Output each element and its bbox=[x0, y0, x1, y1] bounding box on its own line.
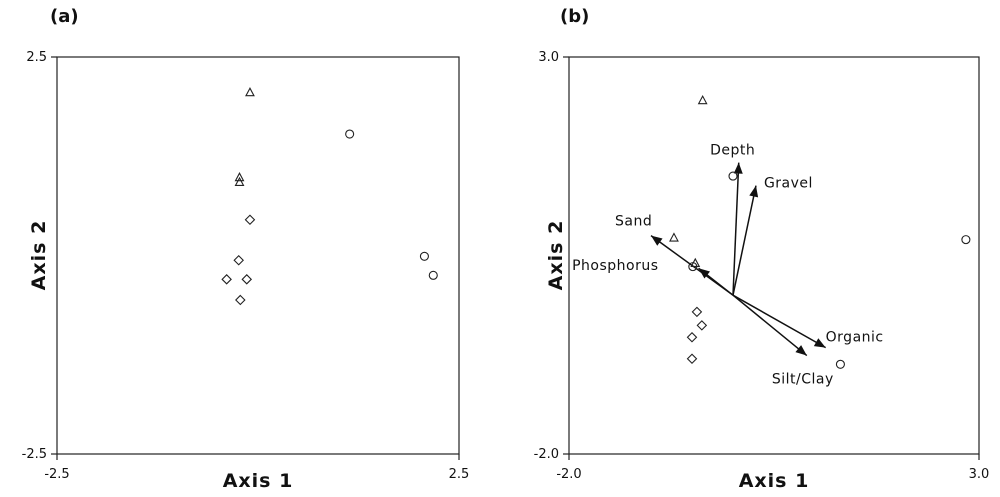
arrow-head bbox=[733, 162, 743, 174]
x-tick-label: -2.0 bbox=[556, 467, 581, 482]
plot-frame bbox=[568, 56, 980, 455]
vector-label: Depth bbox=[710, 143, 755, 159]
circle-point bbox=[728, 171, 738, 181]
circle-point bbox=[428, 270, 438, 280]
vector-arrow bbox=[732, 294, 808, 357]
circle-point bbox=[419, 251, 429, 261]
plot-frame bbox=[56, 56, 460, 455]
vector-arrow bbox=[732, 294, 827, 349]
y-axis-title: Axis 2 bbox=[28, 220, 50, 291]
diamond-point bbox=[686, 332, 698, 343]
x-axis-title: Axis 1 bbox=[739, 470, 810, 492]
vector-label: Organic bbox=[826, 330, 884, 346]
vector-arrow bbox=[732, 162, 740, 296]
diamond-point bbox=[696, 320, 708, 331]
panel-label: (a) bbox=[50, 6, 79, 27]
diamond-point bbox=[691, 306, 703, 318]
y-tick-label: 3.0 bbox=[538, 50, 559, 65]
circle-point bbox=[688, 262, 698, 272]
panel-a: (a) 2.5 -2.5 -2.5 2.5 Axis 1 Axis 2 bbox=[22, 6, 470, 492]
x-axis-title: Axis 1 bbox=[223, 470, 294, 492]
diamond-point bbox=[686, 353, 698, 364]
panel-b: (b) 3.0 -2.0 -2.0 3.0 Axis 1 Axis 2 Depth Gravel… bbox=[534, 6, 990, 492]
triangle-point bbox=[234, 172, 245, 182]
vector-arrow bbox=[732, 185, 757, 296]
vector-label: Gravel bbox=[764, 176, 813, 192]
arrow-head bbox=[813, 338, 826, 348]
triangle-point bbox=[697, 95, 708, 105]
triangle-point bbox=[234, 176, 245, 187]
vector-label: Phosphorus bbox=[572, 258, 658, 274]
vector-label: Silt/Clay bbox=[772, 372, 834, 388]
y-tick-label: -2.5 bbox=[22, 447, 47, 462]
x-tick-label: -2.5 bbox=[44, 467, 69, 482]
x-tick-label: 3.0 bbox=[969, 467, 990, 482]
diamond-point bbox=[235, 294, 246, 306]
circle-point bbox=[345, 129, 355, 139]
y-tick-label: 2.5 bbox=[26, 50, 47, 65]
diamond-point bbox=[233, 254, 244, 266]
circle-point bbox=[835, 359, 845, 369]
arrow-head bbox=[795, 345, 807, 356]
arrow-head bbox=[651, 235, 663, 246]
diamond-point bbox=[221, 274, 232, 285]
diamond-point bbox=[241, 274, 253, 285]
arrow-head bbox=[749, 185, 759, 198]
arrow-head bbox=[698, 268, 710, 279]
panel-label: (b) bbox=[560, 6, 589, 27]
vector-label: Sand bbox=[615, 214, 652, 230]
y-tick-label: -2.0 bbox=[534, 447, 559, 462]
triangle-point bbox=[669, 232, 679, 242]
diamond-point bbox=[244, 214, 256, 226]
triangle-point bbox=[245, 87, 255, 97]
x-tick-label: 2.5 bbox=[449, 467, 470, 482]
circle-point bbox=[961, 235, 971, 245]
y-axis-title: Axis 2 bbox=[545, 220, 567, 291]
